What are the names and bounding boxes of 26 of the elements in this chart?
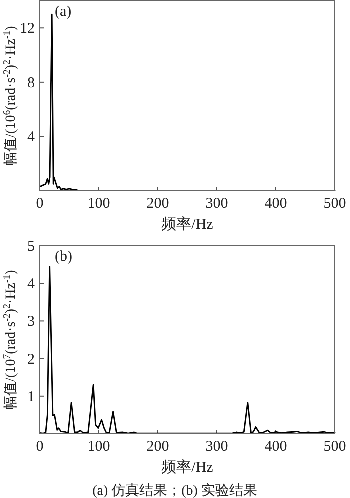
x-tick-label: 0 xyxy=(36,439,44,455)
x-axis-title: 频率/Hz xyxy=(162,216,214,233)
x-axis-title: 频率/Hz xyxy=(162,459,214,476)
y-tick-label: 3 xyxy=(28,314,35,330)
text: (a) 仿真结果；(b) 实验结果 xyxy=(92,483,258,498)
x-tick-label: 400 xyxy=(264,439,288,455)
x-tick-label: 500 xyxy=(324,196,346,212)
line-series xyxy=(39,266,336,434)
annotation: (b) xyxy=(55,249,72,265)
y-tick-label: 8 xyxy=(28,75,35,92)
x-tick-label: 400 xyxy=(264,196,288,212)
x-tick-label: 200 xyxy=(146,439,170,455)
annotation: (a) xyxy=(55,4,72,20)
y-tick-label: 4 xyxy=(28,276,36,293)
x-tick-label: 200 xyxy=(146,196,170,212)
y-tick-label: 12 xyxy=(20,21,35,38)
x-tick-label: 300 xyxy=(206,196,228,212)
x-tick-label: 100 xyxy=(88,439,110,455)
y-tick-label: 2 xyxy=(28,352,35,368)
y-tick-label: 5 xyxy=(28,239,35,255)
x-tick-label: 500 xyxy=(324,439,346,455)
x-tick-label: 100 xyxy=(88,196,110,212)
y-tick-label: 1 xyxy=(28,389,35,406)
x-tick-label: 0 xyxy=(36,196,44,212)
x-tick-label: 300 xyxy=(206,439,228,455)
y-tick-label: 4 xyxy=(28,130,36,146)
